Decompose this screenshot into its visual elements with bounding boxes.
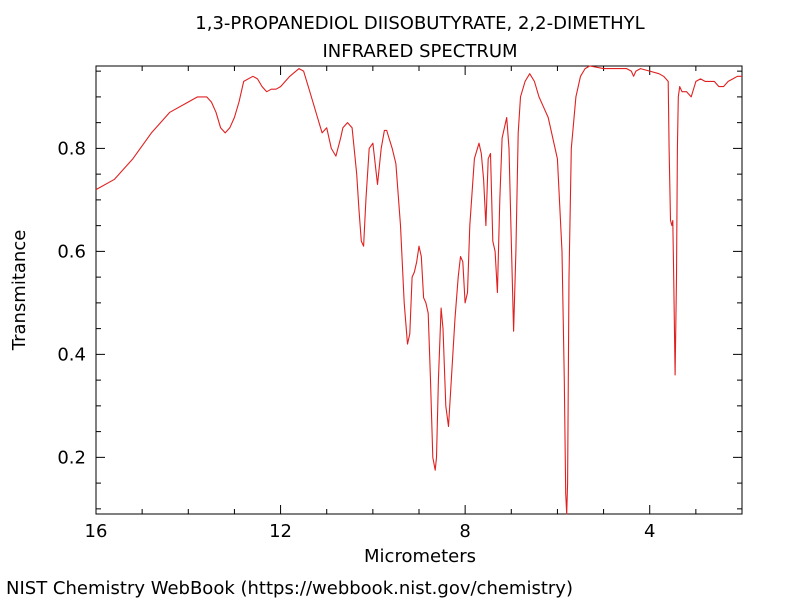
x-tick-label: 12 [269, 521, 292, 542]
plot-frame [95, 65, 743, 515]
y-tick-label: 0.4 [57, 344, 86, 365]
y-tick-label: 0.8 [57, 138, 86, 159]
x-axis-label: Micrometers [364, 546, 476, 567]
x-tick-labels: 16 12 8 4 [85, 521, 656, 542]
y-tick-label: 0.6 [57, 241, 86, 262]
y-tick-labels: 0.2 0.4 0.6 0.8 [57, 138, 86, 468]
x-tick-label: 16 [85, 521, 108, 542]
y-axis-label: Transmitance [9, 230, 30, 352]
series-line [95, 65, 742, 515]
footer-attribution: NIST Chemistry WebBook (https://webbook.… [6, 578, 573, 599]
plot-area [95, 65, 743, 515]
chart-title-line1: 1,3-PROPANEDIOL DIISOBUTYRATE, 2,2-DIMET… [195, 13, 644, 34]
y-tick-label: 0.2 [57, 447, 86, 468]
minor-ticks [96, 66, 742, 514]
chart-title-line2: INFRARED SPECTRUM [322, 41, 517, 62]
x-tick-label: 4 [644, 521, 655, 542]
x-tick-label: 8 [459, 521, 470, 542]
major-ticks [95, 66, 742, 514]
